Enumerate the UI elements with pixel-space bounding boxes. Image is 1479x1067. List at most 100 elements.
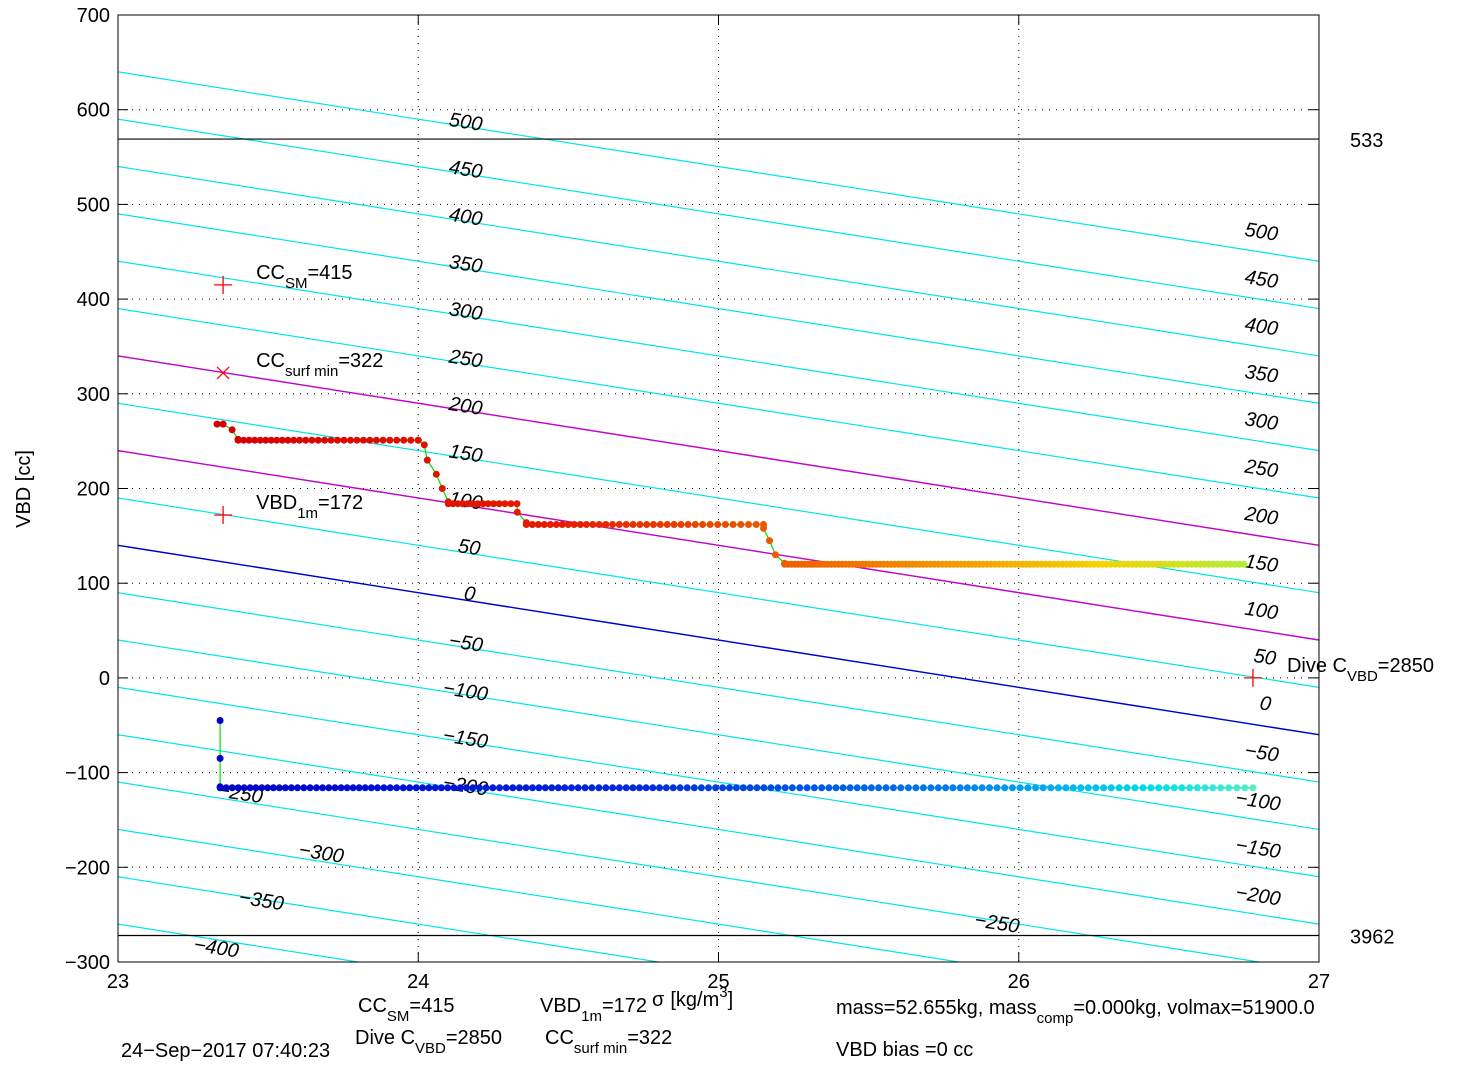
data-point xyxy=(554,784,562,792)
data-point xyxy=(534,521,542,528)
data-point xyxy=(300,784,308,792)
data-point xyxy=(860,784,868,792)
data-point xyxy=(1077,784,1085,792)
data-point xyxy=(1233,784,1241,792)
data-point xyxy=(636,521,644,528)
reference-line-label: 3962 xyxy=(1350,926,1395,948)
data-point xyxy=(875,784,883,792)
data-point xyxy=(216,717,224,724)
data-point xyxy=(602,784,610,792)
contour-line xyxy=(118,876,663,962)
data-point xyxy=(296,436,304,444)
data-point xyxy=(737,521,745,528)
data-point xyxy=(495,500,503,508)
data-point xyxy=(663,521,671,528)
data-point xyxy=(489,784,497,792)
data-point xyxy=(1186,784,1194,792)
footer-vbd-1m: VBD1m=172 xyxy=(540,995,647,1025)
data-point xyxy=(588,784,596,792)
data-point xyxy=(677,521,685,528)
data-point xyxy=(739,784,747,792)
data-point xyxy=(216,754,224,762)
contour-line xyxy=(118,592,1319,783)
zero-line xyxy=(118,544,1319,736)
data-point xyxy=(690,784,698,792)
data-point xyxy=(699,521,707,528)
data-point xyxy=(796,784,804,792)
data-point xyxy=(245,436,253,444)
data-point xyxy=(258,784,266,792)
data-point xyxy=(656,784,663,792)
data-point xyxy=(412,784,420,792)
data-point xyxy=(971,784,979,792)
footer-mass: mass=52.655kg, masscomp=0.000kg, volmax=… xyxy=(836,997,1315,1027)
data-point xyxy=(1225,784,1233,792)
data-point xyxy=(867,784,875,792)
data-point xyxy=(1107,784,1115,792)
contour-label: −50 xyxy=(1243,740,1280,767)
x-axis-label-sup: 3 xyxy=(719,984,727,1001)
data-point xyxy=(1240,560,1248,568)
x-axis-label-units: [kg/m xyxy=(670,989,719,1011)
y-tick-label: 0 xyxy=(99,668,110,690)
footer-left: CCSM=415 VBD1m=172 Dive CVBD=2850 CCsurf… xyxy=(121,995,672,1062)
contour-line xyxy=(118,639,1319,831)
data-point xyxy=(216,784,224,792)
y-tick-label: 200 xyxy=(77,479,110,501)
data-point xyxy=(1047,784,1055,792)
data-point xyxy=(513,508,521,516)
contour-label: 150 xyxy=(1243,550,1279,577)
data-point xyxy=(1249,784,1257,792)
y-tick-label: −200 xyxy=(65,857,110,879)
data-point xyxy=(729,521,737,528)
data-point xyxy=(853,784,861,792)
y-tick-label: 500 xyxy=(77,194,110,216)
data-point xyxy=(386,784,394,792)
data-point xyxy=(256,436,264,444)
data-point xyxy=(622,784,630,792)
data-point xyxy=(222,784,230,792)
contour-line xyxy=(118,71,1319,262)
data-point xyxy=(732,784,740,792)
data-point xyxy=(423,456,431,464)
data-point xyxy=(474,500,482,508)
data-point xyxy=(340,436,348,444)
data-point xyxy=(1139,784,1147,792)
data-point xyxy=(535,784,543,792)
data-point xyxy=(513,500,521,508)
data-point xyxy=(548,784,556,792)
y-tick-label: 700 xyxy=(77,5,110,27)
y-tick-label: 100 xyxy=(77,573,110,595)
data-point xyxy=(705,784,712,792)
data-point xyxy=(803,784,811,792)
data-point xyxy=(1016,784,1024,792)
contour-label: 350 xyxy=(1243,361,1279,388)
data-point xyxy=(502,784,510,792)
data-point xyxy=(595,784,603,792)
data-point xyxy=(444,784,452,792)
data-point xyxy=(479,500,487,508)
contour-label: 200 xyxy=(447,393,484,420)
data-point xyxy=(609,784,617,792)
data-point xyxy=(706,521,714,528)
contour-label: 450 xyxy=(447,156,483,183)
data-point xyxy=(546,521,554,528)
data-point xyxy=(366,436,374,444)
data-point xyxy=(321,436,329,444)
plot-frame xyxy=(117,14,1320,963)
data-point xyxy=(449,500,457,508)
data-point xyxy=(788,784,796,792)
data-point xyxy=(290,436,298,444)
x-tick-label: 24 xyxy=(407,971,429,993)
data-point xyxy=(839,784,847,792)
data-point xyxy=(343,784,351,792)
data-point xyxy=(425,784,433,792)
data-point xyxy=(331,784,339,792)
contour-label: 400 xyxy=(447,204,483,231)
contour-label: 500 xyxy=(1243,219,1279,246)
data-point xyxy=(582,521,590,528)
data-point xyxy=(374,784,381,792)
data-point xyxy=(267,436,275,444)
data-point xyxy=(934,784,942,792)
data-point xyxy=(469,500,477,508)
